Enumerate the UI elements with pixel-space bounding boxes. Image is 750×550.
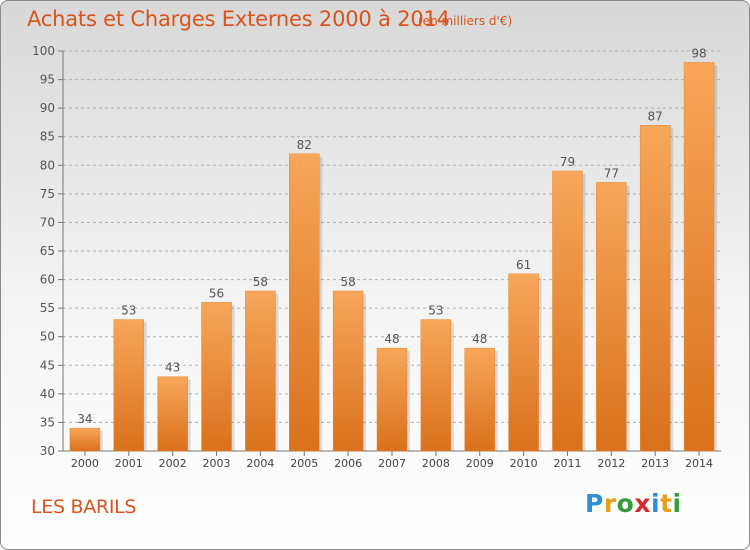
bar-value-label: 98 — [691, 46, 706, 60]
x-tick-label: 2001 — [115, 457, 143, 470]
logo-letter: o — [616, 489, 635, 518]
x-tick-label: 2008 — [422, 457, 450, 470]
x-tick-label: 2010 — [510, 457, 538, 470]
bar — [157, 376, 188, 452]
bar-value-label: 53 — [121, 304, 136, 318]
bar — [245, 290, 276, 452]
bar — [201, 302, 232, 452]
x-tick-label: 2004 — [246, 457, 274, 470]
bar-value-label: 48 — [472, 332, 487, 346]
logo-letter: r — [603, 489, 617, 518]
bar-value-label: 58 — [340, 275, 355, 289]
x-tick-label: 2013 — [641, 457, 669, 470]
x-tick-label: 2005 — [290, 457, 318, 470]
y-tick-label: 35 — [40, 415, 55, 429]
x-tick-label: 2014 — [685, 457, 713, 470]
logo-letter: i — [672, 489, 682, 518]
x-tick-label: 2009 — [466, 457, 494, 470]
chart-title: Achats et Charges Externes 2000 à 2014 — [27, 7, 450, 31]
bar-value-label: 82 — [297, 138, 312, 152]
bar — [69, 427, 101, 452]
y-tick-label: 45 — [40, 358, 55, 372]
x-tick-label: 2000 — [71, 457, 99, 470]
place-name: LES BARILS — [31, 496, 137, 518]
bar — [289, 153, 320, 452]
y-tick-label: 40 — [40, 387, 55, 401]
x-tick-label: 2002 — [159, 457, 187, 470]
bar-value-label: 58 — [253, 275, 268, 289]
y-tick-label: 80 — [40, 158, 55, 172]
chart-subtitle: (en milliers d'€) — [418, 14, 513, 28]
bar — [508, 273, 539, 452]
bar-value-label: 53 — [428, 304, 443, 318]
bar — [113, 319, 145, 452]
bar-value-label: 79 — [560, 155, 575, 169]
y-tick-label: 50 — [40, 330, 55, 344]
bar — [552, 170, 583, 452]
logo-letter: x — [634, 489, 651, 518]
bar — [420, 319, 452, 452]
bar — [596, 182, 627, 452]
bar — [376, 347, 408, 452]
x-tick-label: 2011 — [553, 457, 581, 470]
y-tick-label: 30 — [40, 444, 55, 458]
bar — [639, 125, 671, 452]
bar — [683, 62, 715, 452]
bar-value-label: 48 — [384, 332, 399, 346]
proxiti-logo[interactable]: Proxiti — [585, 489, 682, 518]
bar — [332, 290, 364, 452]
bar — [464, 347, 495, 452]
logo-letter: P — [585, 489, 604, 518]
bar-value-label: 87 — [648, 109, 663, 123]
y-tick-label: 70 — [40, 215, 55, 229]
bar-value-label: 43 — [165, 361, 180, 375]
y-tick-label: 55 — [40, 301, 55, 315]
x-tick-label: 2003 — [203, 457, 231, 470]
bar-value-label: 56 — [209, 286, 224, 300]
y-tick-label: 85 — [40, 130, 55, 144]
bar-value-label: 77 — [604, 166, 619, 180]
y-tick-label: 75 — [40, 187, 55, 201]
y-tick-label: 90 — [40, 101, 55, 115]
logo-letter: t — [660, 489, 673, 518]
x-tick-label: 2012 — [597, 457, 625, 470]
logo-letter: i — [651, 489, 661, 518]
bar-value-label: 34 — [77, 412, 92, 426]
y-tick-label: 65 — [40, 244, 55, 258]
x-tick-label: 2007 — [378, 457, 406, 470]
y-tick-label: 95 — [40, 73, 55, 87]
x-tick-label: 2006 — [334, 457, 362, 470]
bar-value-label: 61 — [516, 258, 531, 272]
y-tick-label: 100 — [32, 44, 55, 58]
y-tick-label: 60 — [40, 273, 55, 287]
